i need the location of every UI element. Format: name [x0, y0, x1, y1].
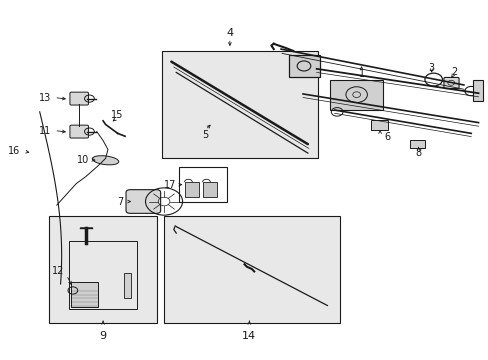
Text: 4: 4 [226, 28, 233, 38]
Bar [184, 182, 198, 197]
Ellipse shape [92, 156, 119, 165]
Bar [203, 182, 216, 197]
Text: 16: 16 [8, 146, 20, 156]
Text: 14: 14 [242, 331, 256, 341]
FancyBboxPatch shape [70, 92, 88, 105]
Bar [123, 273, 131, 298]
Text: 1: 1 [358, 69, 364, 79]
Text: 6: 6 [384, 132, 389, 142]
Text: 5: 5 [202, 130, 208, 140]
Bar [409, 140, 424, 148]
Text: 8: 8 [415, 148, 421, 158]
Text: 15: 15 [110, 110, 122, 120]
Text: 10: 10 [76, 154, 88, 165]
Text: 13: 13 [40, 93, 52, 103]
Bar [163, 216, 339, 323]
Text: 11: 11 [40, 126, 52, 135]
Bar [178, 167, 227, 202]
FancyBboxPatch shape [443, 77, 458, 89]
Text: 3: 3 [428, 63, 434, 73]
Bar [161, 51, 317, 158]
Text: 17: 17 [164, 180, 176, 190]
FancyBboxPatch shape [330, 80, 382, 110]
Bar [370, 120, 387, 130]
Text: 9: 9 [100, 331, 106, 341]
Text: 2: 2 [450, 67, 456, 77]
FancyBboxPatch shape [126, 190, 160, 213]
Bar [71, 282, 98, 307]
FancyBboxPatch shape [288, 55, 319, 77]
Text: 7: 7 [117, 197, 123, 207]
Bar [472, 80, 483, 101]
Bar [49, 216, 157, 323]
Text: 12: 12 [52, 266, 64, 276]
FancyBboxPatch shape [70, 125, 88, 138]
